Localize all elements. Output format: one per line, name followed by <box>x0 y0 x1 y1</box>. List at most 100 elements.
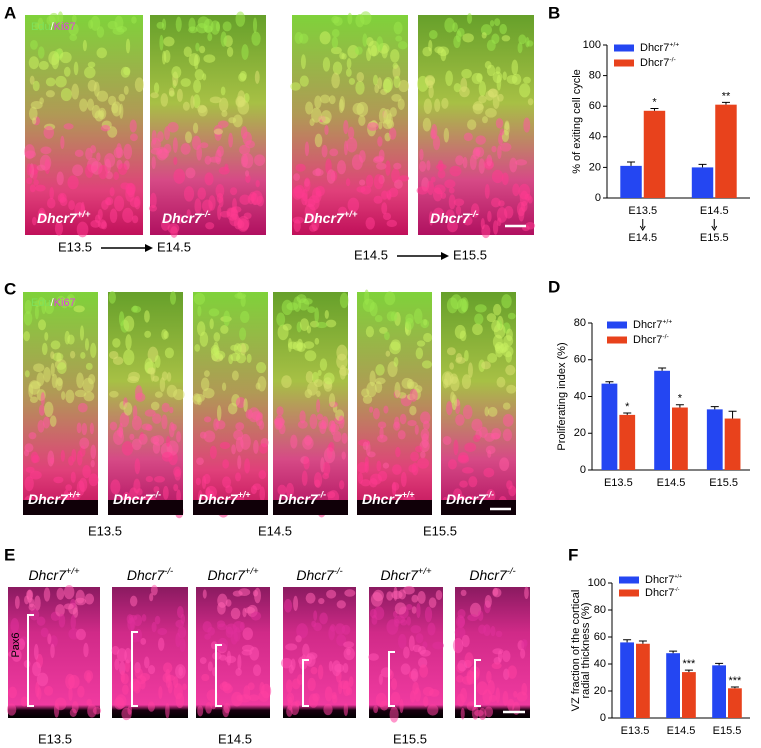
cell-nucleus <box>336 600 346 609</box>
cell-nucleus <box>237 215 250 231</box>
cell-nucleus <box>386 193 392 201</box>
cell-nucleus <box>328 441 335 452</box>
cell-nucleus <box>312 693 320 702</box>
cell-nucleus <box>473 146 481 157</box>
bar <box>715 104 737 198</box>
cell-nucleus <box>150 401 160 411</box>
cell-nucleus <box>356 71 365 82</box>
cell-nucleus <box>122 207 134 223</box>
cell-nucleus <box>507 665 518 679</box>
cell-nucleus <box>73 305 85 313</box>
panel-label: A <box>4 3 16 22</box>
cell-nucleus <box>377 434 388 443</box>
cell-nucleus <box>428 85 434 99</box>
cell-nucleus <box>330 46 342 55</box>
cell-nucleus <box>246 353 252 364</box>
cell-nucleus <box>136 488 143 496</box>
genotype-name: Dhcr7 <box>304 210 345 226</box>
cell-nucleus <box>158 685 163 700</box>
error-bar <box>684 669 693 673</box>
cell-nucleus <box>505 351 513 363</box>
cell-nucleus <box>159 377 166 392</box>
genotype-superscript: +/+ <box>418 566 432 577</box>
cell-nucleus <box>176 431 182 443</box>
cell-nucleus <box>416 340 426 347</box>
cell-nucleus <box>399 698 404 714</box>
cell-nucleus <box>140 638 147 645</box>
cell-nucleus <box>346 58 352 69</box>
significance-mark: *** <box>682 658 696 670</box>
cell-nucleus <box>397 41 408 50</box>
bar <box>620 165 642 198</box>
cell-nucleus <box>305 101 314 115</box>
cell-nucleus <box>467 362 473 378</box>
cell-nucleus <box>176 489 182 503</box>
cell-nucleus <box>432 135 441 151</box>
cell-nucleus <box>144 409 156 417</box>
cell-nucleus <box>97 219 107 229</box>
cell-nucleus <box>221 110 228 118</box>
cell-nucleus <box>50 351 55 359</box>
error-bar <box>698 163 707 168</box>
cell-nucleus <box>484 61 492 69</box>
cell-nucleus <box>332 61 343 75</box>
cell-nucleus <box>230 607 241 620</box>
cell-nucleus <box>166 384 178 398</box>
cell-nucleus <box>449 362 454 370</box>
category-arrow-head <box>639 225 646 231</box>
arrow-head <box>441 252 449 260</box>
cell-nucleus <box>393 421 401 431</box>
cell-nucleus <box>220 86 226 96</box>
cell-nucleus <box>383 76 394 93</box>
cell-nucleus <box>437 160 444 172</box>
cell-nucleus <box>492 71 503 84</box>
cell-nucleus <box>430 176 436 183</box>
cell-nucleus <box>378 107 389 124</box>
cell-nucleus <box>77 402 88 413</box>
cell-nucleus <box>467 13 473 24</box>
cell-nucleus <box>444 179 456 189</box>
cell-nucleus <box>509 157 518 173</box>
x-tick-label: E14.5 <box>667 725 696 737</box>
cell-nucleus <box>394 381 401 398</box>
cell-nucleus <box>254 154 266 166</box>
cell-nucleus <box>461 68 472 79</box>
cell-nucleus <box>491 145 497 153</box>
cell-nucleus <box>467 119 477 130</box>
cell-nucleus <box>362 33 368 47</box>
cell-nucleus <box>484 432 495 442</box>
cell-nucleus <box>123 143 133 160</box>
cell-nucleus <box>34 304 39 320</box>
cell-nucleus <box>40 146 52 155</box>
cell-nucleus <box>161 414 168 430</box>
cell-nucleus <box>49 415 57 427</box>
cell-nucleus <box>293 219 301 233</box>
cell-nucleus <box>37 17 44 31</box>
cell-nucleus <box>60 88 72 102</box>
cell-nucleus <box>123 349 135 366</box>
cell-nucleus <box>144 310 150 323</box>
cell-nucleus <box>226 46 234 58</box>
cell-nucleus <box>82 39 87 52</box>
cell-nucleus <box>156 146 168 161</box>
cell-nucleus <box>305 653 316 667</box>
cell-nucleus <box>330 420 336 436</box>
error-bar <box>605 381 614 384</box>
cell-nucleus <box>378 673 383 686</box>
cell-nucleus <box>63 123 74 130</box>
cell-nucleus <box>385 160 391 176</box>
cell-nucleus <box>43 685 54 696</box>
cell-nucleus <box>254 587 262 604</box>
cell-nucleus <box>90 15 101 31</box>
y-tick-label: 60 <box>594 631 606 643</box>
cell-nucleus <box>486 489 496 503</box>
cell-nucleus <box>170 423 177 431</box>
cell-nucleus <box>25 466 35 473</box>
cell-nucleus <box>217 637 229 652</box>
cell-nucleus <box>232 114 243 128</box>
cell-nucleus <box>96 152 101 162</box>
cell-nucleus <box>56 171 64 186</box>
cell-nucleus <box>364 461 369 473</box>
cell-nucleus <box>112 356 124 365</box>
cell-nucleus <box>293 173 301 181</box>
